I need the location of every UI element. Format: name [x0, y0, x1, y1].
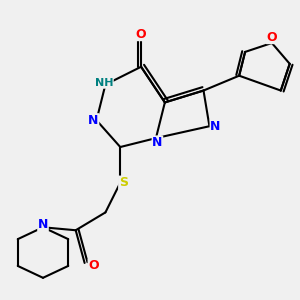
- Text: N: N: [210, 120, 220, 133]
- Text: O: O: [266, 31, 277, 44]
- Text: N: N: [152, 136, 163, 149]
- Text: NH: NH: [95, 78, 113, 88]
- Text: S: S: [119, 176, 128, 189]
- Text: N: N: [88, 114, 99, 127]
- Text: O: O: [136, 28, 146, 40]
- Text: N: N: [38, 218, 48, 231]
- Text: O: O: [88, 260, 99, 272]
